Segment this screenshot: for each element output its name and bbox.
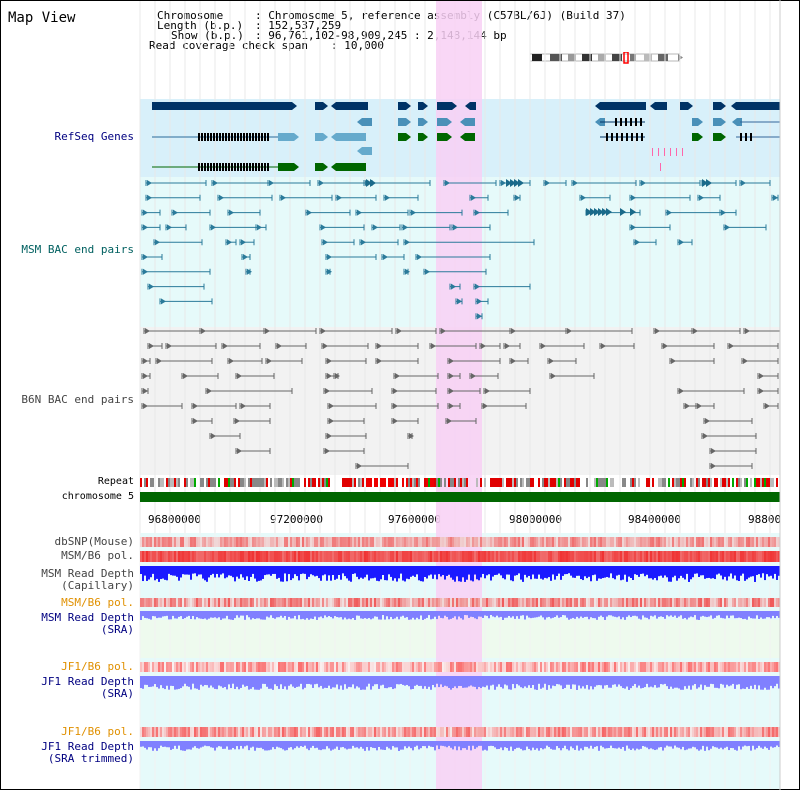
info-span-key: Read coverage check span: [149, 39, 308, 52]
page-title: Map View: [8, 10, 76, 26]
refseq-gene-models[interactable]: [152, 102, 780, 171]
axis-tick: 97600000: [388, 513, 441, 526]
label-chromosome: chromosome 5: [61, 491, 134, 502]
label-msm-bac-end-pairs[interactable]: MSM BAC end pairs: [21, 243, 134, 256]
label-refseq-genes[interactable]: RefSeq Genes: [54, 130, 134, 143]
label-b6n-bac-end-pairs[interactable]: B6N BAC end pairs: [21, 393, 134, 406]
label-jf1-read-depth-sra-trimmed[interactable]: JF1 Read Depth (SRA trimmed): [41, 740, 134, 765]
info-length-key: Length (b.p.): [157, 19, 244, 32]
read-depth-histograms: [140, 566, 780, 751]
axis-tick: 98400000: [628, 513, 681, 526]
info-show-key: Show (b.p.): [171, 29, 244, 42]
label-jf1-b6-pol-trimmed[interactable]: JF1/B6 pol.: [61, 725, 134, 738]
label-msm-read-depth-sra[interactable]: MSM Read Depth (SRA): [41, 611, 134, 636]
label-repeat: Repeat: [97, 476, 134, 487]
axis-tick: 96800000: [148, 513, 201, 526]
axis-tick: 97200000: [270, 513, 323, 526]
repeat-track: [140, 478, 778, 487]
info-chromosome-key: Chromosome: [157, 9, 224, 22]
label-dbsnp[interactable]: dbSNP(Mouse): [54, 535, 134, 548]
label-msm-b6-pol[interactable]: MSM/B6 pol.: [61, 549, 134, 562]
label-msm-read-depth-capillary[interactable]: MSM Read Depth (Capillary): [41, 567, 134, 592]
label-msm-b6-pol-sra[interactable]: MSM/B6 pol.: [61, 596, 134, 609]
chromosome-bar: [140, 492, 780, 502]
label-jf1-read-depth-sra[interactable]: JF1 Read Depth (SRA): [41, 675, 134, 700]
axis-tick: 98000000: [509, 513, 562, 526]
info-span-value: : 10,000: [331, 39, 384, 52]
label-jf1-b6-pol[interactable]: JF1/B6 pol.: [61, 660, 134, 673]
polymorphism-heatmaps: [140, 537, 780, 737]
b6n-bac-end-pair-features[interactable]: [141, 328, 781, 469]
msm-bac-end-pair-features[interactable]: [141, 179, 779, 320]
